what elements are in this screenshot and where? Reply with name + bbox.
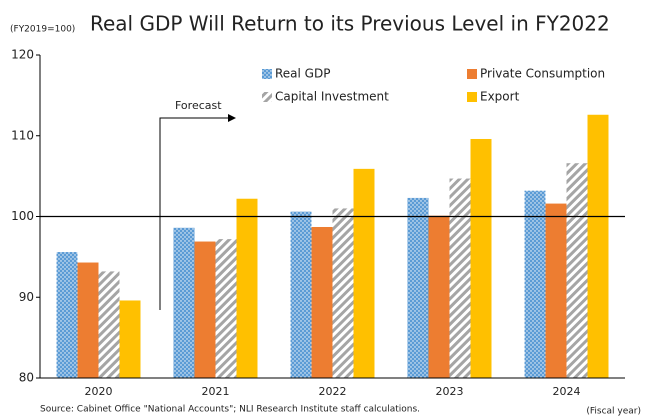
x-tick-label: 2022	[319, 385, 347, 398]
y-tick-label: 120	[11, 48, 34, 62]
legend-swatch	[467, 92, 477, 102]
source: Source: Cabinet Office "National Account…	[40, 405, 420, 415]
bar	[545, 203, 567, 378]
y-tick-label: 90	[19, 290, 34, 304]
bar	[470, 138, 492, 378]
chart-title: Real GDP Will Return to its Previous Lev…	[90, 12, 610, 36]
x-tick-label: 2020	[85, 385, 113, 398]
bar	[311, 226, 333, 378]
legend-label: Real GDP	[275, 67, 330, 81]
bar	[173, 227, 195, 378]
bar	[56, 252, 78, 378]
bar	[332, 208, 354, 378]
legend-label: Capital Investment	[275, 90, 389, 104]
bar	[119, 300, 141, 378]
bar	[524, 190, 546, 378]
legend-swatch	[467, 69, 477, 79]
bar	[98, 271, 120, 378]
y-unit-label: (FY2019=100)	[10, 25, 75, 35]
bar	[194, 241, 216, 378]
x-tick-label: 2023	[436, 385, 464, 398]
x-tick-label: 2024	[553, 385, 581, 398]
bar	[428, 215, 450, 378]
annotation: Forecast	[175, 99, 222, 112]
legend-label: Private Consumption	[480, 67, 605, 81]
bar	[353, 168, 375, 378]
legend-swatch	[262, 69, 272, 79]
bar	[215, 239, 237, 378]
legend-label: Export	[480, 90, 520, 104]
bar	[77, 262, 99, 378]
x-axis-label: (Fiscal year)	[586, 407, 641, 417]
bar	[407, 197, 429, 378]
bar	[290, 211, 312, 378]
x-tick-label: 2021	[202, 385, 230, 398]
y-tick-label: 110	[11, 128, 34, 142]
bar	[236, 198, 258, 378]
legend-swatch	[262, 92, 272, 102]
bar	[566, 163, 588, 378]
forecast-arrow	[159, 114, 236, 310]
y-tick-label: 80	[19, 371, 34, 385]
y-tick-label: 100	[11, 209, 34, 223]
bar	[587, 114, 609, 378]
bar	[449, 178, 471, 378]
